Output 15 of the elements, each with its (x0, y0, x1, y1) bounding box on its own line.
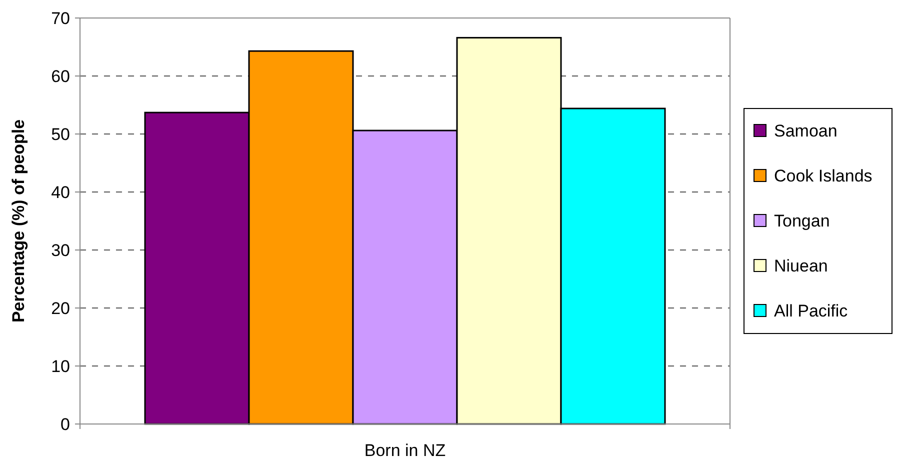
y-tick-label: 30 (51, 240, 70, 260)
y-tick-label: 40 (51, 182, 70, 202)
legend-label: Samoan (774, 121, 838, 140)
legend-label: All Pacific (774, 301, 848, 320)
legend-label: Tongan (774, 211, 830, 230)
y-tick-label: 20 (51, 298, 70, 318)
y-tick-label: 60 (51, 66, 70, 86)
legend-label: Cook Islands (774, 166, 872, 186)
y-tick-label: 10 (51, 356, 70, 376)
y-tick-label: 0 (60, 414, 70, 434)
legend-label: Niuean (774, 256, 828, 276)
y-tick-label: 70 (51, 8, 70, 28)
y-axis-title: Percentage (%) of people (9, 119, 28, 323)
x-tick-label: Born in NZ (364, 441, 446, 460)
y-tick-label: 50 (51, 124, 70, 144)
